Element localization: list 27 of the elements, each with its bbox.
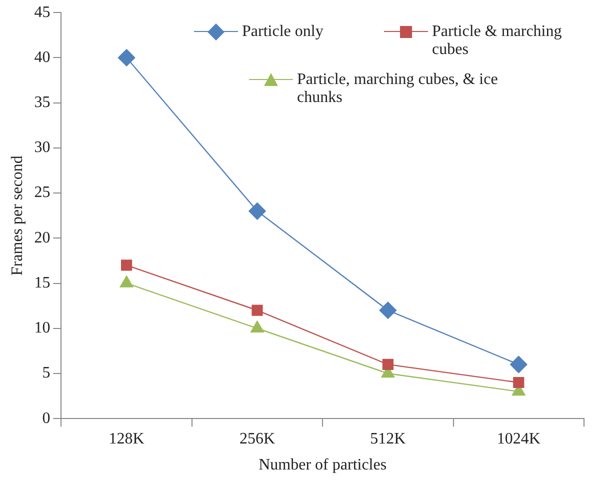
x-tick-label: 1024K: [496, 430, 541, 448]
y-tick-label: 20: [34, 229, 50, 246]
y-tick-label: 30: [34, 139, 50, 156]
point: [379, 302, 397, 319]
point: [248, 202, 266, 220]
y-tick-label: 25: [34, 184, 50, 202]
x-tick-label: 128K: [108, 430, 145, 448]
point: [382, 358, 394, 370]
y-tick-label: 45: [34, 4, 50, 21]
point: [252, 304, 263, 316]
point: [121, 260, 132, 271]
y-tick-label: 35: [34, 94, 50, 112]
point: [513, 376, 524, 388]
x-tick-label: 256K: [239, 430, 276, 448]
point: [118, 49, 136, 66]
y-tick-label: 10: [34, 320, 50, 337]
y-tick-label: 5: [42, 364, 50, 382]
legend-label: Particle only: [242, 22, 324, 41]
legend-label: Particle & marching cubes: [432, 22, 563, 59]
y-axis-title: Frames per second: [8, 156, 26, 276]
legend-label: Particle, marching cubes, & ice chunks: [297, 70, 499, 107]
y-tick-label: 40: [34, 48, 50, 66]
y-tick-label: 15: [34, 274, 50, 292]
x-tick-label: 512K: [370, 430, 406, 448]
point: [510, 356, 528, 374]
y-tick-label: 0: [42, 410, 50, 427]
x-axis-title: Number of particles: [258, 456, 387, 474]
